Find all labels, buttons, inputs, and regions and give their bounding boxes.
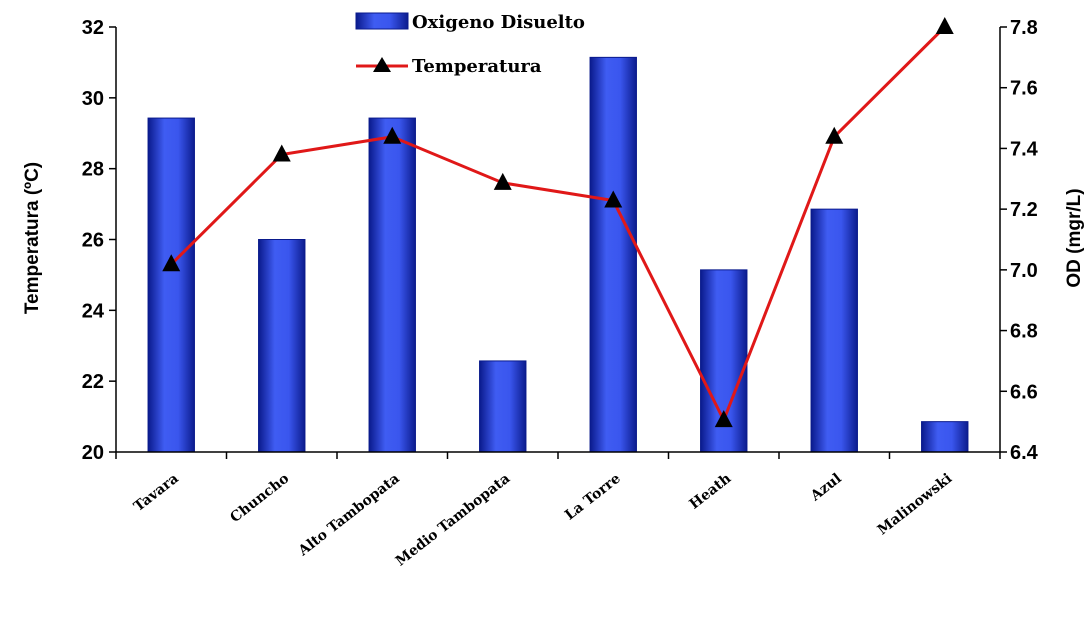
legend-swatch-oxigeno [355, 12, 409, 30]
x-category-label: Azul [807, 471, 845, 505]
y-tick-label-right: 7.0 [1010, 260, 1038, 282]
bar-oxigeno [921, 421, 969, 453]
x-category-label: Heath [687, 471, 735, 513]
y-tick-label-right: 7.8 [1010, 17, 1038, 39]
temperature-marker [272, 144, 291, 162]
labels-layer: 20 22 24 26 28 30 32 6.4 6.6 6.8 7.0 7.2 7.4 7.6 7.8 Ta… [82, 17, 1039, 569]
legend-marker-temperatura [373, 57, 391, 72]
temperature-marker [935, 17, 954, 34]
y-tick-label-right: 6.4 [1010, 442, 1039, 464]
temperature-marker [825, 126, 844, 144]
y-tick-label-left: 32 [82, 17, 104, 39]
y-axis-title-right: OD (mgr/L) [1064, 188, 1085, 287]
bar-oxigeno [147, 117, 195, 453]
temperature-marker [162, 254, 181, 272]
temperature-marker [493, 172, 512, 190]
bar-oxigeno [258, 239, 306, 453]
y-tick-label-right: 6.8 [1010, 321, 1038, 343]
y-tick-label-left: 22 [82, 371, 104, 393]
bar-oxigeno [810, 208, 858, 453]
temperature-marker [604, 190, 623, 208]
y-tick-label-left: 26 [82, 230, 104, 252]
legend-label-temperatura: Temperatura [412, 56, 542, 77]
bar-oxigeno [479, 360, 527, 453]
temperature-marker [714, 410, 733, 428]
y-tick-label-left: 24 [82, 300, 105, 322]
y-tick-label-left: 28 [82, 159, 104, 181]
y-tick-label-left: 30 [82, 88, 104, 110]
y-axis-title-left: Temperatura (ºC) [22, 162, 43, 314]
legend: Oxigeno Disuelto Temperatura [355, 12, 585, 77]
temperature-line [170, 25, 946, 424]
x-category-label: Tavara [131, 471, 182, 516]
x-category-label: La Torre [562, 470, 624, 523]
temperature-marker [383, 126, 402, 144]
x-category-label: Medio Tambopata [393, 471, 513, 570]
y-tick-label-right: 7.6 [1010, 78, 1038, 100]
axes-layer [109, 26, 1007, 459]
legend-label-oxigeno: Oxigeno Disuelto [412, 12, 585, 33]
x-category-label: Chuncho [227, 471, 292, 527]
bars-layer [147, 56, 969, 453]
x-category-label: Alto Tambopata [295, 471, 403, 560]
y-tick-label-right: 7.4 [1010, 138, 1039, 160]
temperature-line-layer [162, 17, 954, 428]
x-category-label: Malinowski [875, 471, 956, 539]
bar-oxigeno [589, 56, 637, 453]
y-tick-label-right: 6.6 [1010, 381, 1038, 403]
y-tick-label-left: 20 [82, 442, 104, 464]
bar-oxigeno [368, 117, 416, 453]
y-tick-label-right: 7.2 [1010, 199, 1038, 221]
